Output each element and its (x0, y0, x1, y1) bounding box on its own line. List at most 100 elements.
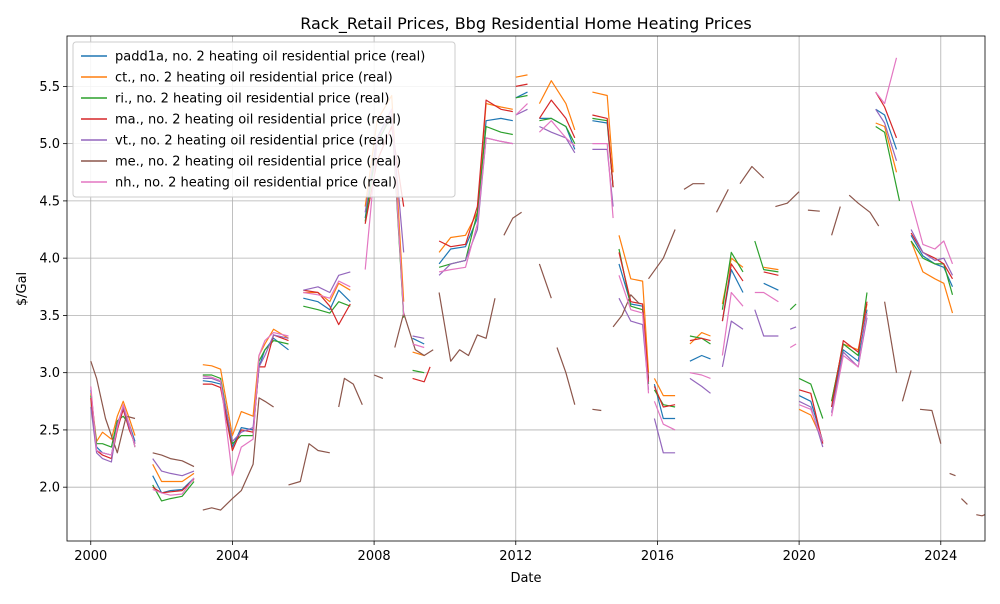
series-segment (592, 143, 614, 219)
series-segment (721, 251, 744, 310)
series-segment (303, 289, 351, 311)
series-line (90, 165, 985, 517)
series-segment (653, 418, 676, 454)
legend-label: ct., no. 2 heating oil residential price… (115, 71, 393, 86)
x-tick-label: 2008 (358, 549, 391, 564)
series-segment (515, 94, 528, 99)
series-segment (683, 183, 705, 190)
series-segment (202, 334, 289, 452)
series-segment (831, 313, 868, 417)
series-segment (152, 478, 195, 494)
x-axis: 2000 2004 2008 2012 2016 2020 2024 (74, 541, 957, 564)
series-segment (653, 378, 676, 397)
series-segment (875, 108, 898, 161)
series-segment (338, 377, 363, 408)
legend-item: vt., no. 2 heating oil residential price… (81, 134, 393, 149)
legend-item: me., no. 2 heating oil residential price… (81, 155, 401, 170)
series-segment (152, 477, 195, 496)
y-tick-label: 3.0 (39, 366, 60, 381)
series-segment (592, 408, 602, 412)
series-segment (848, 194, 880, 227)
series-segment (539, 125, 576, 154)
legend-box (72, 41, 456, 198)
series-segment (754, 309, 779, 337)
series-segment (152, 481, 195, 502)
series-segment (875, 91, 898, 139)
series-segment (90, 361, 136, 454)
x-tick-label: 2012 (499, 549, 532, 564)
series-segment (303, 282, 351, 303)
grid (67, 36, 985, 541)
y-tick-label: 4.5 (39, 194, 60, 209)
series-segment (831, 301, 868, 408)
series-segment (152, 452, 195, 468)
series-segment (754, 240, 779, 273)
series-segment (715, 189, 729, 213)
legend-item: padd1a, no. 2 heating oil residential pr… (81, 50, 425, 65)
series-segment (612, 294, 641, 328)
series-segment (202, 332, 289, 477)
series-segment (721, 263, 744, 322)
series-segment (412, 337, 425, 345)
series-segment (438, 99, 513, 248)
series-segment (592, 114, 614, 188)
y-tick-label: 5.5 (39, 80, 60, 95)
series-segment (648, 229, 676, 280)
series-segment (503, 211, 522, 236)
series-segment (689, 377, 711, 394)
series-segment (789, 326, 797, 330)
series-segment (910, 240, 954, 295)
series-segment (438, 292, 496, 362)
series-segment (831, 309, 868, 408)
series-segment (875, 125, 901, 202)
y-tick-label: 3.5 (39, 309, 60, 324)
plot-frame (66, 35, 986, 542)
series-segment (653, 386, 676, 408)
x-axis-label: Date (510, 571, 541, 586)
series-segment (763, 271, 779, 276)
legend-item: nh., no. 2 heating oil residential price… (81, 176, 397, 191)
x-tick-label: 2024 (924, 549, 957, 564)
series-segment (798, 389, 824, 444)
series-segment (618, 235, 650, 373)
x-tick-label: 2020 (783, 549, 816, 564)
series-segment (412, 335, 425, 339)
series-segment (539, 117, 576, 144)
series-segment (831, 206, 841, 236)
series-segment (789, 343, 797, 349)
series-segment (910, 240, 954, 314)
series-segment (556, 347, 576, 405)
x-tick-label: 2004 (216, 549, 249, 564)
y-axis-label: $/Gal (15, 272, 30, 306)
y-tick-label: 4.0 (39, 252, 60, 267)
series-segment (798, 400, 824, 448)
series-segment (438, 137, 513, 273)
series-segment (538, 120, 576, 147)
series-segment (875, 122, 898, 173)
series-segment (875, 108, 898, 150)
series-segment (412, 366, 431, 383)
legend-label: nh., no. 2 heating oil residential price… (115, 176, 397, 191)
series-segment (689, 337, 711, 342)
series-segment (763, 266, 779, 271)
y-tick-label: 2.5 (39, 423, 60, 438)
series-segment (618, 275, 650, 394)
series-line (90, 83, 954, 494)
series-segment (775, 191, 800, 208)
legend-label: padd1a, no. 2 heating oil residential pr… (115, 50, 425, 65)
legend-item: ri., no. 2 heating oil residential price… (81, 92, 389, 107)
series-segment (152, 475, 195, 494)
series-segment (754, 291, 779, 303)
series-segment (152, 458, 195, 477)
series-segment (910, 200, 954, 265)
series-segment (515, 74, 528, 78)
series-segment (884, 301, 898, 373)
series-segment (721, 291, 744, 356)
series-segment (202, 334, 289, 442)
series-segment (515, 103, 528, 116)
y-tick-label: 5.0 (39, 137, 60, 152)
x-tick-label: 2000 (74, 549, 107, 564)
series-segment (538, 80, 576, 131)
series-segment (919, 408, 942, 444)
